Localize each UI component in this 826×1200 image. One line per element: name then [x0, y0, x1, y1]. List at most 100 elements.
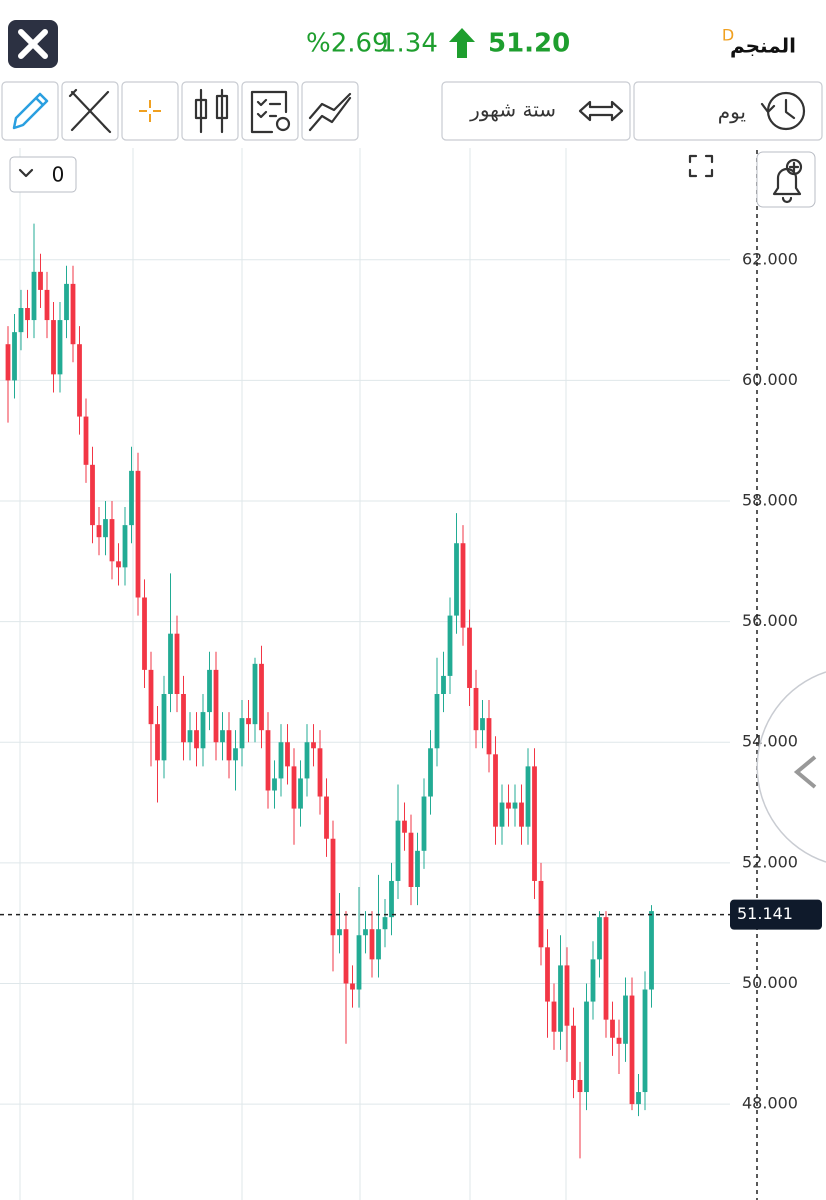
chart-type-button[interactable] — [181, 81, 239, 141]
candle-body — [512, 802, 518, 809]
pencil-icon — [12, 92, 49, 130]
candle-body — [51, 320, 56, 375]
candle-body — [142, 597, 147, 670]
candle-body — [597, 917, 602, 960]
scroll-handle[interactable] — [756, 671, 826, 863]
counter-dropdown[interactable] — [9, 156, 77, 193]
settings-icon — [250, 90, 288, 134]
crosshair-button[interactable] — [121, 81, 179, 141]
y-tick-label: 50.000 — [742, 973, 798, 992]
symbol: المنجم — [730, 34, 796, 58]
candle-body — [525, 766, 531, 827]
candle-body — [350, 983, 355, 990]
candle-body — [207, 669, 212, 713]
close-icon — [18, 29, 48, 59]
candle-body — [70, 283, 76, 345]
candle-body — [161, 693, 167, 761]
candle-body — [486, 718, 492, 755]
candle-body — [623, 995, 628, 1044]
candle-body — [304, 742, 310, 779]
y-tick-label: 56.000 — [742, 611, 798, 630]
candle-body — [57, 320, 63, 375]
time-grid — [19, 148, 567, 1200]
candle-body — [434, 693, 440, 749]
range-button[interactable] — [441, 81, 631, 141]
candle-body — [610, 1019, 615, 1038]
candle-body — [103, 519, 108, 538]
candle-body — [499, 802, 505, 827]
candle-body — [311, 742, 316, 749]
candle-body — [551, 1001, 557, 1032]
candle-body — [558, 965, 563, 1032]
candle-body — [421, 796, 427, 851]
candle-body — [330, 838, 336, 936]
candle-body — [122, 525, 128, 568]
candle-body — [272, 778, 277, 791]
plus-circle — [785, 158, 803, 176]
candle-body — [538, 880, 544, 948]
candle-body — [246, 718, 251, 725]
candles-icon — [194, 88, 229, 134]
indicators-icon — [308, 92, 352, 132]
candle-body — [376, 929, 381, 960]
scroll-chevron — [793, 755, 817, 789]
price: 51.20 — [488, 29, 570, 59]
candle-body — [174, 633, 180, 694]
candle-body — [629, 995, 635, 1105]
y-tick-label: 48.000 — [742, 1094, 798, 1113]
indicators-button[interactable] — [301, 81, 359, 141]
candle-body — [571, 1025, 576, 1080]
range-icon — [578, 100, 624, 122]
candle-body — [252, 663, 258, 725]
candle-body — [135, 470, 141, 598]
candle-body — [5, 344, 11, 381]
alert-button[interactable] — [756, 151, 816, 208]
candle-body — [109, 519, 115, 562]
candle-body — [382, 917, 388, 930]
fullscreen-icon[interactable] — [688, 154, 714, 178]
change: 1.34 — [380, 29, 438, 59]
plot: 48.000 50.000 52.000 54.000 56.000 58.000 60.0… — [0, 223, 798, 1159]
dropdown-chevron — [18, 168, 34, 178]
candle-body — [96, 525, 102, 538]
tools-icon — [68, 88, 112, 134]
candle-body — [532, 766, 537, 881]
candle-body — [441, 675, 446, 694]
candle-body — [298, 778, 303, 809]
candle-body — [590, 959, 596, 1002]
candle-body — [649, 911, 654, 990]
candle-body — [44, 289, 50, 321]
candle-body — [480, 718, 485, 731]
candle-body — [545, 947, 550, 1002]
candle-body — [395, 820, 401, 881]
crosshair-icon — [139, 100, 161, 122]
candle-body — [603, 917, 609, 1020]
last-price-box — [730, 899, 822, 930]
candle-body — [285, 742, 290, 767]
candle-body — [265, 730, 271, 791]
candle-body — [363, 929, 368, 936]
candle-body — [194, 730, 199, 749]
candle-body — [564, 965, 570, 1026]
candle-body — [616, 1037, 622, 1044]
up-arrow — [449, 28, 475, 58]
y-tick-label: 52.000 — [742, 852, 798, 871]
last-price-label: 51.141 — [737, 904, 793, 923]
y-tick-label: 54.000 — [742, 732, 798, 751]
candle-body — [454, 543, 459, 616]
candle-body — [77, 344, 82, 417]
candle-body — [356, 935, 362, 990]
draw-button[interactable] — [1, 81, 59, 141]
candle-body — [38, 271, 43, 290]
candle-body — [83, 416, 89, 465]
candle-body — [447, 615, 453, 676]
settings-button[interactable] — [241, 81, 299, 141]
candle-body — [213, 669, 219, 743]
candle-body — [12, 332, 17, 381]
candle-body — [155, 724, 160, 761]
candle-body — [31, 271, 37, 321]
candle-body — [343, 929, 349, 984]
candle-body — [493, 754, 498, 827]
range-label: ستة شهور — [469, 98, 556, 122]
